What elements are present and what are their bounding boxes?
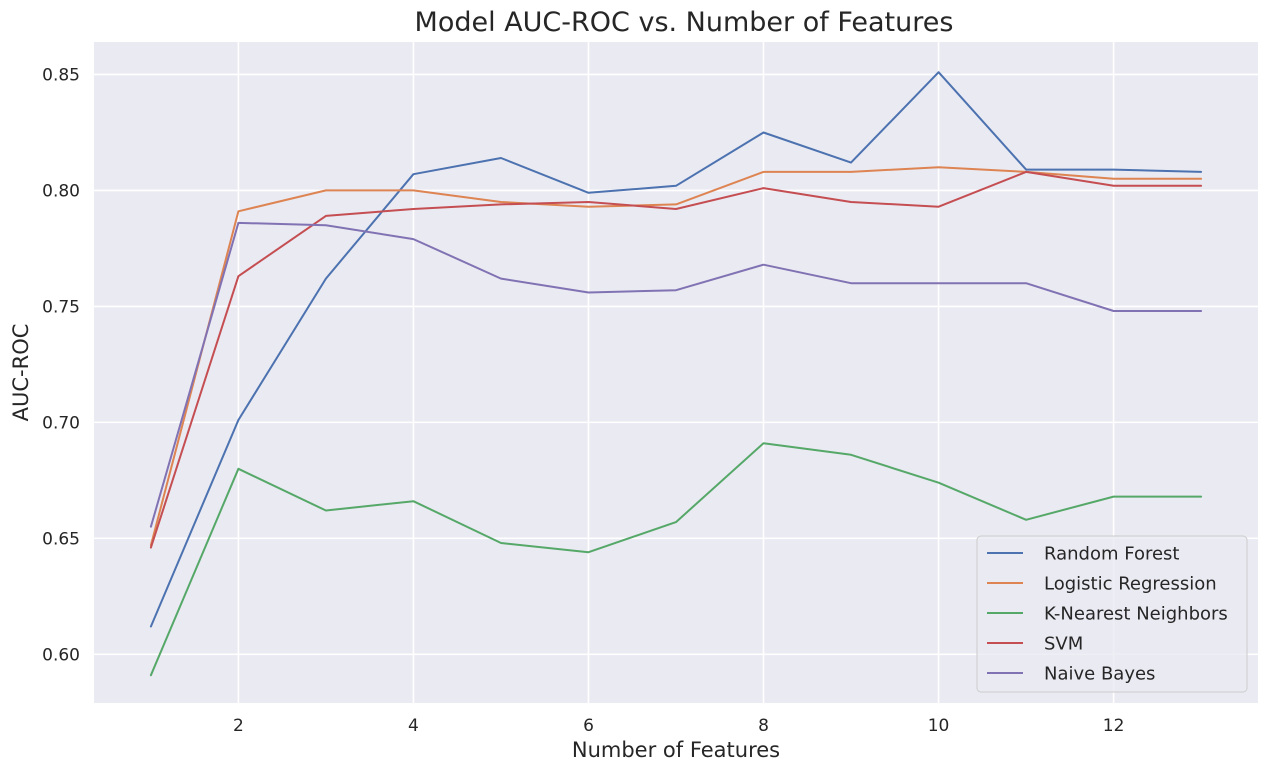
- y-tick-label: 0.60: [42, 645, 80, 665]
- y-tick-label: 0.80: [42, 181, 80, 201]
- legend-box: [976, 535, 1248, 693]
- x-tick-label: 2: [233, 716, 244, 736]
- y-tick-labels: 0.60 0.65 0.70 0.75 0.80 0.85: [42, 65, 80, 665]
- y-axis-label: AUC-ROC: [9, 324, 33, 422]
- legend-entry: Random Forest: [1044, 544, 1179, 565]
- legend-entry: Naive Bayes: [1044, 664, 1155, 685]
- series-layer: [149, 71, 1203, 677]
- x-tick-label: 10: [928, 716, 950, 736]
- x-axis-label: Number of Features: [572, 738, 780, 762]
- x-tick-label: 8: [758, 716, 769, 736]
- y-tick-label: 0.70: [42, 413, 80, 433]
- series-line-k-nearest-neighbors: [149, 442, 1203, 677]
- legend-entry: SVM: [1044, 634, 1083, 655]
- legend-entry: K-Nearest Neighbors: [1044, 604, 1228, 625]
- legend-entry: Logistic Regression: [1044, 574, 1217, 595]
- y-tick-label: 0.85: [42, 65, 80, 85]
- x-tick-label: 6: [583, 716, 594, 736]
- series-line-naive-bayes: [149, 221, 1203, 528]
- chart-title: Model AUC-ROC vs. Number of Features: [415, 7, 954, 38]
- x-tick-label: 4: [408, 716, 419, 736]
- x-tick-labels: 2 4 6 8 10 12: [233, 716, 1124, 736]
- y-tick-label: 0.75: [42, 297, 80, 317]
- y-tick-label: 0.65: [42, 529, 80, 549]
- series-line-svm: [149, 170, 1203, 549]
- legend: Random Forest Logistic Regression K-Neares…: [976, 535, 1248, 693]
- x-tick-label: 12: [1103, 716, 1125, 736]
- series-line-random-forest: [149, 71, 1203, 628]
